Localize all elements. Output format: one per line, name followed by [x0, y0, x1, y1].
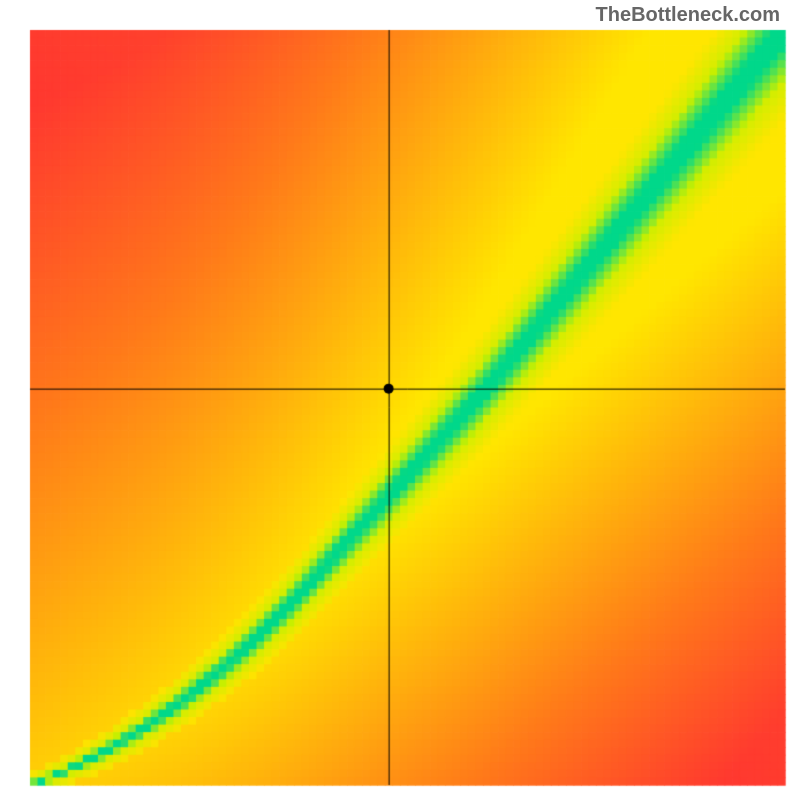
watermark-text: TheBottleneck.com	[596, 4, 780, 27]
bottleneck-heatmap	[0, 0, 800, 800]
chart-container: TheBottleneck.com	[0, 0, 800, 800]
